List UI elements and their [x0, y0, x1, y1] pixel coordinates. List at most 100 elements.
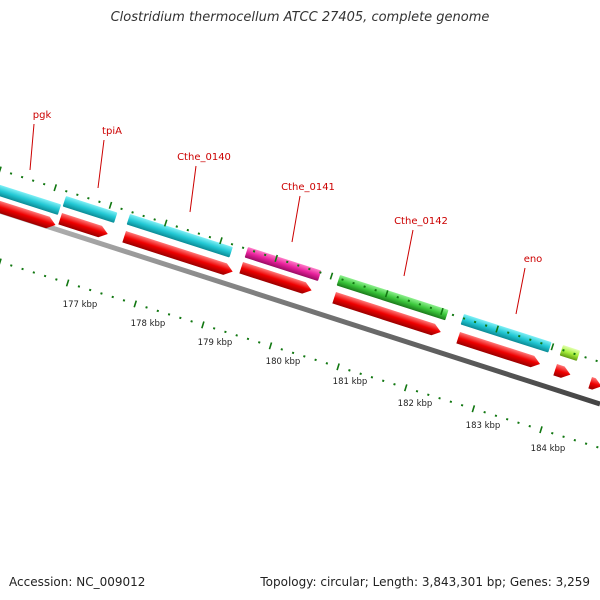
scale-tick: [415, 390, 419, 393]
scale-tick: [370, 376, 374, 379]
upper-tick: [550, 343, 555, 351]
upper-tick: [506, 331, 510, 334]
map-title: Clostridium thermocellum ATCC 27405, com…: [110, 10, 490, 25]
scale-tick: [156, 309, 160, 313]
scale-tick: [257, 341, 261, 344]
upper-tick: [440, 307, 444, 315]
scale-tick: [133, 300, 138, 308]
upper-tick: [473, 320, 477, 324]
scale-tick: [596, 445, 599, 449]
scale-tick: [303, 355, 306, 358]
scale-tick: [314, 358, 317, 362]
scale-tick: [427, 393, 430, 397]
upper-tick: [197, 232, 201, 235]
topology-label: Topology: circular; Length: 3,843,301 bp…: [260, 575, 590, 589]
upper-tick: [42, 182, 46, 186]
upper-tick: [108, 201, 113, 209]
cyan-feature: [460, 314, 552, 353]
upper-tick: [329, 272, 334, 280]
scale-tick: [55, 278, 58, 281]
scale-tick: [449, 400, 453, 404]
cthe-0142-label: Cthe_0142: [394, 216, 448, 227]
scale-tick: [246, 337, 250, 341]
scale-tick: [77, 285, 81, 288]
upper-tick: [241, 246, 245, 250]
scale-tick: [393, 383, 396, 386]
scale-tick: [88, 288, 92, 292]
cthe-0141-label: Cthe_0141: [281, 182, 335, 193]
upper-tick: [297, 264, 300, 267]
scale-label: 177 kbp: [63, 300, 98, 310]
cyan-feature: [126, 214, 233, 258]
upper-tick: [142, 214, 145, 218]
scale-tick: [325, 362, 329, 365]
scale-tick: [551, 431, 554, 435]
pgk-leader-line: [29, 123, 35, 171]
scale-label: 180 kbp: [266, 357, 301, 367]
scale-tick: [167, 313, 171, 316]
scale-tick: [438, 397, 441, 400]
cds-arrow: [58, 213, 108, 238]
scale-tick: [528, 424, 531, 428]
cds-arrow: [0, 196, 56, 229]
scale-tick: [573, 438, 577, 442]
cds-arrow: [239, 262, 312, 294]
upper-tick: [396, 296, 399, 299]
cds-arrow: [553, 364, 571, 378]
scale-tick: [190, 320, 193, 323]
upper-tick: [363, 285, 366, 288]
upper-tick: [418, 303, 422, 306]
tpia-leader-line: [97, 139, 105, 189]
upper-tick: [384, 290, 389, 298]
scale-label: 179 kbp: [198, 338, 233, 348]
upper-tick: [573, 352, 576, 356]
scale-label: 183 kbp: [466, 421, 501, 431]
upper-tick: [9, 172, 13, 175]
cthe-0142-leader-line: [403, 229, 414, 277]
upper-tick: [595, 359, 598, 363]
upper-tick: [98, 200, 101, 204]
cds-arrow: [122, 231, 233, 275]
scale-tick: [584, 442, 588, 445]
upper-tick: [584, 356, 587, 359]
pgk-label: pgk: [33, 110, 52, 121]
scale-tick: [224, 330, 227, 334]
scale-label: 181 kbp: [333, 377, 368, 387]
upper-tick: [163, 219, 168, 227]
upper-tick: [274, 254, 279, 262]
upper-tick: [230, 242, 234, 246]
upper-tick: [285, 260, 289, 264]
upper-tick: [131, 211, 134, 214]
upper-tick: [484, 324, 488, 327]
upper-tick: [540, 341, 543, 345]
scale-tick: [494, 414, 498, 417]
upper-tick: [495, 325, 499, 333]
scale-label: 178 kbp: [131, 319, 166, 329]
upper-tick: [0, 166, 2, 173]
lime-feature: [559, 345, 580, 361]
cthe-0141-leader-line: [291, 195, 301, 243]
upper-tick: [562, 349, 565, 352]
upper-tick: [341, 278, 344, 281]
cds-arrow: [588, 377, 600, 390]
upper-tick: [175, 225, 179, 228]
scale-tick: [111, 295, 114, 299]
scale-tick: [505, 417, 509, 421]
upper-tick: [352, 281, 355, 285]
cthe-0140-leader-line: [189, 165, 197, 213]
scale-tick: [212, 327, 216, 330]
scale-tick: [100, 292, 103, 295]
scale-tick: [291, 351, 295, 355]
scale-tick: [381, 379, 385, 383]
scale-tick: [179, 316, 182, 320]
upper-tick: [429, 306, 433, 310]
upper-tick: [87, 197, 90, 200]
eno-label: eno: [524, 254, 543, 265]
upper-tick: [208, 235, 212, 239]
upper-tick: [153, 218, 156, 221]
upper-tick: [120, 207, 123, 211]
scale-tick: [32, 271, 36, 274]
scale-tick: [10, 264, 13, 267]
cthe-0140-label: Cthe_0140: [177, 152, 231, 163]
